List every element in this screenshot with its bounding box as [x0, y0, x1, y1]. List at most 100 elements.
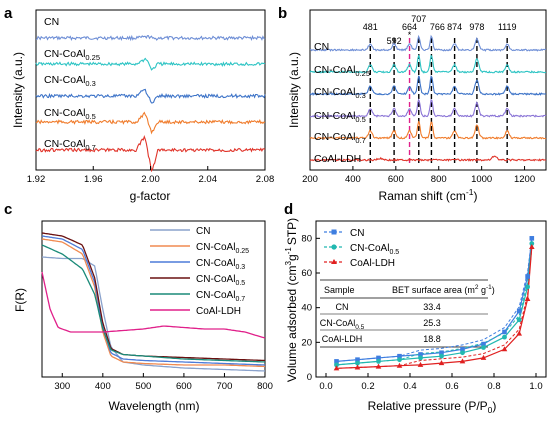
panel-a-label-cn-coal-025: CN-CoAl0.25: [44, 48, 100, 62]
panel-b-x-ticks: 200 400 600 800 1000 1200: [302, 166, 535, 185]
panel-d-table-value: 33.4: [423, 302, 441, 312]
panel-d-point-square: [529, 236, 535, 241]
panel-d-point-circle: [439, 353, 444, 359]
panel-b-series-line: [309, 34, 547, 52]
panel-d-point-square: [460, 346, 465, 352]
panel-d-point-triangle: [333, 365, 340, 371]
panel-d-point-square: [334, 359, 339, 364]
panel-d-point-triangle: [459, 358, 466, 364]
panel-b-frame: [309, 9, 547, 171]
panel-d-table-sample: CoAl-LDH: [322, 334, 363, 344]
panel-d-point-triangle: [524, 296, 531, 301]
panel-c-ylabel: F(R): [13, 288, 27, 312]
panel-d-legend-marker: [331, 244, 337, 250]
panel-d-x-tick-label: 0.4: [403, 381, 416, 392]
panel-d-data-points: [333, 236, 535, 371]
panel-d-y-tick-label: 80: [301, 233, 312, 244]
panel-d-point-square: [502, 329, 507, 335]
panel-d-point-circle: [502, 334, 507, 340]
panel-d-point-triangle: [354, 364, 361, 370]
panel-d-x-tick-label: 0.2: [361, 381, 374, 392]
panel-c-series-line: [41, 244, 266, 363]
panel-d-table-value: 18.8: [423, 334, 441, 344]
panel-c-frame: [41, 220, 266, 378]
panel-d-legend-label: CN: [350, 228, 364, 239]
panel-b-peak-label: 664: [402, 22, 417, 32]
panel-d-y-tick-label: 0: [307, 372, 312, 383]
panel-d-desorption-line: [336, 246, 533, 369]
panel-c-legend-label: CN-CoAl0.3: [196, 258, 245, 271]
panel-c-xlabel: Wavelength (nm): [109, 399, 200, 413]
panel-c: c 300 400 500 600 700 800 CN CN-CoAl0.25 CN-CoA…: [4, 201, 273, 413]
panel-d-x-tick-label: 0.0: [319, 381, 332, 392]
panel-a-series-line: [35, 88, 266, 104]
panel-c-legend-label: CoAl-LDH: [196, 306, 241, 317]
panel-b-series-lines: [309, 34, 547, 162]
panel-b-series-line: [309, 120, 547, 140]
panel-c-x-tick-label: 600: [176, 381, 192, 392]
panel-b-peak-label: 978: [469, 22, 484, 32]
panel-d-y-tick-label: 60: [301, 268, 312, 279]
panel-d-point-square: [355, 357, 360, 362]
panel-d-point-circle: [525, 284, 530, 290]
panel-d-point-square: [397, 353, 402, 359]
panel-d-bet-table: Sample BET surface area (m2 g-1) CN 33.4 CN-…: [320, 279, 495, 348]
panel-d: d Sample BET surface area (m2 g-1) CN 33.4 C…: [284, 201, 547, 415]
panel-d-point-triangle: [438, 360, 445, 366]
panel-d-legend-marker: [331, 259, 337, 264]
panel-d-point-square: [418, 352, 423, 357]
panel-b-label-cn-coal-07: CN-CoAl0.7: [314, 131, 366, 145]
panel-b-ylabel: Intensity (a.u.): [287, 52, 301, 128]
panel-b-peak-label: 707: [411, 14, 426, 24]
panel-d-table-sample: CN-CoAl0.5: [320, 318, 365, 331]
panel-b-label-cn-coal-03: CN-CoAl0.3: [314, 86, 366, 100]
panel-a-x-tick-label: 2.04: [199, 174, 218, 185]
panel-b-x-tick-label: 200: [302, 174, 318, 185]
panel-a-series-line: [35, 57, 266, 71]
panel-a-xlabel: g-factor: [130, 189, 171, 203]
panel-c-series-line: [41, 271, 266, 339]
panel-a-x-tick-label: 2.00: [141, 174, 160, 185]
panel-d-point-square: [439, 350, 444, 356]
panel-d-y-tick-label: 20: [301, 337, 312, 348]
panel-d-point-square: [516, 308, 522, 314]
panel-a-series-line: [35, 135, 266, 173]
panel-a-series-line: [35, 34, 266, 42]
panel-b-label-coal-ldh: CoAl-LDH: [314, 153, 361, 165]
panel-d-legend-label: CN-CoAl0.5: [350, 243, 399, 256]
panel-b-x-tick-label: 1200: [514, 174, 535, 185]
panel-d-table-value: 25.3: [423, 318, 441, 328]
panel-b-label-cn-coal-025: CN-CoAl0.25: [314, 64, 370, 78]
panel-d-point-circle: [397, 357, 402, 363]
panel-a-x-ticks: 1.92 1.96 2.00 2.04 2.08: [27, 166, 274, 185]
panel-d-point-circle: [460, 350, 465, 356]
panel-d-point-triangle: [501, 346, 508, 352]
panel-b-series-line: [309, 98, 547, 118]
panel-d-point-triangle: [516, 330, 522, 336]
panel-c-legend: CN CN-CoAl0.25 CN-CoAl0.3 CN-CoAl0.5 CN-CoAl…: [150, 226, 249, 317]
panel-a-letter: a: [4, 5, 13, 22]
panel-d-axis-ticks: 0.0 0.2 0.4 0.6 0.8 1.0 0 20 40 60 80: [301, 233, 542, 392]
panel-d-isotherm-curves: [336, 238, 533, 369]
panel-d-isotherm-line: [336, 243, 533, 366]
panel-a-label-cn-coal-03: CN-CoAl0.3: [44, 74, 96, 88]
panel-c-legend-label: CN-CoAl0.7: [196, 290, 245, 303]
panel-a-label-cn: CN: [44, 16, 59, 28]
panel-d-point-circle: [529, 241, 535, 246]
panel-b-highlight-star: *: [408, 30, 412, 40]
panel-d-point-triangle: [375, 363, 382, 369]
panel-d-point-circle: [376, 359, 381, 364]
panel-b-xlabel: Raman shift (cm-1): [379, 187, 478, 203]
panel-c-legend-label: CN-CoAl0.5: [196, 274, 245, 287]
panel-c-x-tick-label: 800: [257, 381, 273, 392]
panel-d-point-triangle: [396, 362, 403, 368]
panel-a-ylabel: Intensity (a.u.): [11, 52, 25, 128]
panel-b-x-tick-label: 1000: [471, 174, 492, 185]
panel-b-peak-label: 874: [447, 22, 462, 32]
panel-d-x-tick-label: 0.8: [487, 381, 500, 392]
panel-b-peak-label: 766: [430, 22, 445, 32]
panel-b-label-cn-coal-05: CN-CoAl0.5: [314, 110, 366, 124]
panel-c-series-line: [41, 235, 266, 366]
panel-d-point-circle: [355, 360, 360, 366]
